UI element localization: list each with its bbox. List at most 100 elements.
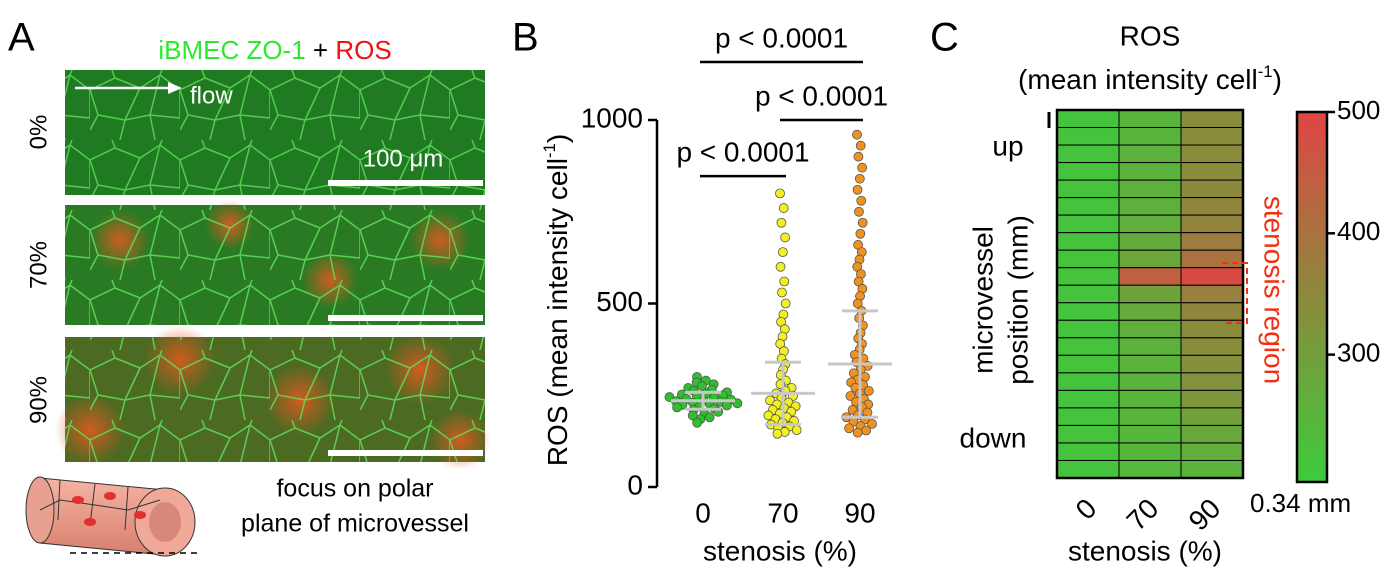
data-point — [844, 423, 854, 434]
heatmap-cell — [1180, 214, 1244, 234]
p-value: p < 0.0001 — [715, 22, 848, 53]
caption: focus on polar — [276, 475, 433, 503]
panel-label: A — [8, 16, 35, 60]
x-tick-label: 90 — [844, 497, 875, 528]
panel-label: B — [512, 16, 539, 60]
y-tick-label: 500 — [596, 286, 643, 317]
x-axis-label: stenosis (%) — [703, 535, 857, 566]
heatmap-cell — [1118, 144, 1182, 164]
data-point — [845, 391, 856, 401]
heatmap-cell — [1056, 232, 1120, 251]
x-tick-label: 90 — [1183, 493, 1227, 537]
heatmap-cell — [1118, 127, 1182, 146]
heatmap-cell — [1118, 284, 1182, 304]
heatmap-cell — [1118, 319, 1182, 339]
caption: plane of microvessel — [241, 510, 469, 538]
data-point — [852, 184, 863, 195]
label-part: ROS (mean intensity cell — [542, 158, 573, 466]
label: (mean intensity cell-1) — [1018, 62, 1282, 95]
heatmap-cell — [1056, 459, 1120, 479]
micrograph-title: iBMEC ZO-1 + ROS — [158, 35, 391, 65]
heatmap-cell — [1056, 162, 1120, 181]
heatmap-cell — [1118, 267, 1182, 286]
heatmap-cell — [1118, 459, 1182, 479]
data-point — [863, 385, 874, 396]
x-axis-label: stenosis (%) — [1068, 535, 1222, 566]
vessel-illustration — [25, 476, 200, 557]
heatmap-cell — [1056, 442, 1120, 461]
heatmap-cell — [1180, 424, 1244, 444]
heatmap-cell — [1118, 197, 1182, 216]
data-point — [732, 398, 743, 409]
label-part: ) — [1273, 64, 1282, 95]
heatmap-cell — [1056, 284, 1120, 304]
heatmap-cell — [1180, 354, 1244, 374]
heatmap-cell — [1056, 407, 1120, 426]
heatmap-cell — [1180, 337, 1244, 356]
heatmap-cell — [1180, 162, 1244, 181]
heatmap-cell — [1180, 389, 1244, 409]
row-annotation: down — [960, 422, 1027, 453]
heatmap-cell — [1180, 284, 1244, 304]
data-point — [777, 287, 787, 298]
flow-arrow — [75, 82, 182, 94]
title-part: iBMEC ZO-1 — [158, 35, 305, 65]
data-point — [722, 400, 732, 411]
heatmap-cell — [1056, 389, 1120, 409]
heatmap-cell — [1056, 424, 1120, 444]
data-point — [853, 151, 864, 162]
data-point — [672, 402, 682, 413]
data-point — [855, 228, 866, 239]
heatmap-cell — [1118, 109, 1182, 129]
heatmap-cell — [1118, 372, 1182, 391]
heatmap-border — [1055, 108, 1245, 480]
heatmap-cell — [1118, 354, 1182, 374]
heatmap-cell — [1180, 267, 1244, 286]
title-part: ROS — [335, 35, 391, 65]
heatmap-cell — [1056, 354, 1120, 374]
data-point — [856, 195, 867, 206]
data-point — [777, 247, 788, 258]
data-point — [778, 203, 789, 213]
scale-bar-label: 100 μm — [363, 145, 444, 172]
heatmap-cell — [1180, 232, 1244, 251]
title-part: + — [306, 35, 336, 65]
heatmap-cell — [1056, 267, 1120, 286]
heatmap-cell — [1180, 109, 1244, 129]
heatmap-cell — [1056, 337, 1120, 356]
data-point — [779, 276, 790, 287]
micrograph-90 — [55, 325, 490, 470]
data-point — [852, 427, 863, 438]
data-point — [776, 217, 787, 228]
heatmap-cell — [1118, 179, 1182, 199]
data-point — [867, 418, 877, 429]
heatmap-cell — [1180, 319, 1244, 339]
heatmap-cell — [1056, 179, 1120, 199]
heatmap-cell — [1056, 372, 1120, 391]
x-tick-label: 0 — [695, 497, 711, 528]
data-point — [780, 232, 791, 243]
heatmap-cell — [1056, 319, 1120, 339]
data-point — [852, 129, 862, 140]
label-part: (mean intensity cell — [1018, 64, 1258, 95]
row-label: 0% — [25, 115, 52, 150]
x-tick-label: 70 — [1121, 493, 1165, 537]
heatmap-cell — [1118, 162, 1182, 181]
data-point — [697, 381, 707, 391]
heatmap-cell — [1180, 302, 1244, 321]
y-axis-label: position (mm) — [1002, 215, 1033, 385]
heatmap-cell — [1056, 109, 1120, 129]
data-point — [704, 412, 715, 423]
scale-label: 0.34 mm — [1250, 488, 1351, 518]
heatmap-cell — [1180, 127, 1244, 146]
label: ROS (mean intensity cell-1) — [540, 134, 573, 466]
row-label: 90% — [25, 376, 52, 424]
p-value: p < 0.0001 — [755, 80, 888, 111]
heatmap-cell — [1118, 389, 1182, 409]
heatmap-cell — [1180, 249, 1244, 269]
heatmap-cell — [1056, 302, 1120, 321]
region-label: stenosis region — [1259, 196, 1290, 384]
heatmap-cell — [1056, 249, 1120, 269]
heatmap-cell — [1118, 302, 1182, 321]
